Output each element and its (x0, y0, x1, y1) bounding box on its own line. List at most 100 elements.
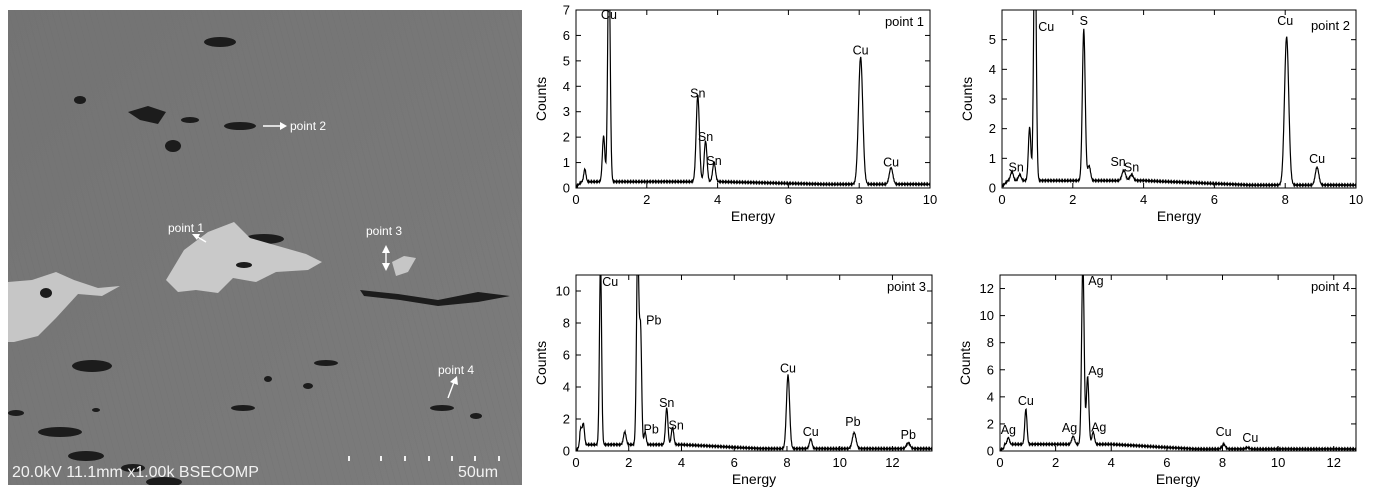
x-tick-label: 10 (1271, 455, 1285, 470)
x-tick-label: 6 (731, 455, 738, 470)
y-tick-label: 2 (563, 130, 570, 145)
y-tick-label: 6 (987, 362, 994, 377)
peak-label: Cu (602, 275, 618, 289)
peak-label: Sn (690, 87, 705, 101)
spectrum-line (576, 10, 930, 188)
y-axis-label: Counts (533, 341, 549, 385)
y-tick-label: 1 (563, 155, 570, 170)
dark-inclusions (8, 37, 510, 485)
y-tick-label: 4 (563, 79, 570, 94)
x-tick-label: 8 (1219, 455, 1226, 470)
y-axis-label: Counts (533, 77, 549, 121)
y-tick-label: 12 (980, 281, 994, 296)
x-tick-label: 4 (678, 455, 685, 470)
peak-label: Cu (1038, 20, 1054, 34)
x-tick-label: 2 (643, 192, 650, 207)
y-tick-label: 4 (563, 380, 570, 395)
x-tick-label: 2 (1052, 455, 1059, 470)
sem-info-text: 20.0kV 11.1mm x1.00k BSECOMP (12, 464, 259, 481)
x-axis-label: Energy (1157, 208, 1201, 224)
x-axis-label: Energy (732, 471, 776, 487)
sem-micrograph: point 2 point 1 point 3 point 4 20.0kV 1… (8, 10, 522, 485)
peak-label: Cu (803, 425, 819, 439)
y-axis-label: Counts (957, 341, 973, 385)
spectrum-line (576, 275, 932, 451)
peak-label: Sn (669, 418, 684, 432)
annotation-point-1: point 1 (168, 221, 204, 235)
eds-spectrum-point-1: 0 2 4 6 8 10 0 1 2 3 4 5 6 7 Energy Counts Cu Sn Sn Sn Cu Cu p… (533, 4, 937, 224)
peak-label: Cu (853, 44, 869, 58)
peak-label: Cu (601, 8, 617, 22)
x-tick-label: 12 (1327, 455, 1341, 470)
plot-frame (575, 9, 931, 189)
eds-spectrum-point-4: 0 2 4 6 8 10 12 0 2 4 6 8 10 12 Energy Counts Ag Cu Ag Ag Ag… (957, 274, 1357, 487)
x-tick-label: 2 (625, 455, 632, 470)
sem-annotations: point 2 point 1 point 3 point 4 (168, 119, 474, 399)
x-tick-label: 8 (1282, 192, 1289, 207)
y-axis-label: Counts (959, 77, 975, 121)
peak-label: Cu (780, 362, 796, 376)
x-tick-label: 0 (998, 192, 1005, 207)
plot-frame (1001, 9, 1357, 189)
y-tick-label: 2 (987, 416, 994, 431)
peak-label: S (1080, 14, 1088, 28)
peak-label: Cu (1309, 152, 1325, 166)
peak-label: Cu (1216, 425, 1232, 439)
y-tick-label: 7 (563, 4, 570, 18)
y-tick-label: 3 (563, 104, 570, 119)
annotation-point-4: point 4 (438, 363, 474, 377)
y-tick-label: 2 (989, 121, 996, 136)
peak-label: Cu (1242, 431, 1258, 445)
peak-label: Pb (845, 415, 860, 429)
peak-label: Sn (1110, 155, 1125, 169)
peak-label: Ag (1088, 274, 1103, 288)
peak-label: Ag (1088, 364, 1103, 378)
x-tick-label: 4 (714, 192, 721, 207)
x-tick-label: 4 (1140, 192, 1147, 207)
chart-title: point 4 (1311, 279, 1350, 294)
annotation-point-2: point 2 (290, 119, 326, 133)
y-tick-label: 3 (989, 92, 996, 107)
y-tick-label: 0 (563, 444, 570, 459)
y-tick-label: 5 (563, 53, 570, 68)
annotation-point-3: point 3 (366, 224, 402, 238)
peak-label: Sn (1124, 161, 1139, 175)
y-tick-label: 0 (987, 444, 994, 459)
peak-label: Pb (644, 422, 659, 436)
y-tick-label: 4 (989, 62, 996, 77)
y-tick-label: 5 (989, 32, 996, 47)
y-tick-label: 8 (987, 335, 994, 350)
x-tick-label: 2 (1069, 192, 1076, 207)
peak-label: Pb (646, 314, 661, 328)
y-tick-label: 2 (563, 412, 570, 427)
y-tick-label: 8 (563, 316, 570, 331)
x-tick-label: 8 (856, 192, 863, 207)
scale-bar (348, 456, 500, 461)
x-tick-label: 4 (1108, 455, 1115, 470)
y-tick-label: 10 (980, 308, 994, 323)
peak-label: Ag (1001, 423, 1016, 437)
x-tick-label: 12 (885, 455, 899, 470)
chart-title: point 2 (1311, 18, 1350, 33)
peak-label: Ag (1091, 420, 1106, 434)
peak-label: Sn (1009, 161, 1024, 175)
x-axis-label: Energy (731, 208, 775, 224)
eds-spectrum-point-3: 0 2 4 6 8 10 120246810EnergyCountsCuPbPbSnSnCu… (533, 274, 933, 487)
bright-phases (8, 222, 416, 342)
peak-label: Sn (698, 130, 713, 144)
y-tick-label: 6 (563, 28, 570, 43)
plot-frame (999, 274, 1357, 452)
plot-frame (575, 274, 933, 452)
x-tick-label: 10 (923, 192, 937, 207)
x-tick-label: 0 (572, 455, 579, 470)
x-tick-label: 6 (785, 192, 792, 207)
y-tick-label: 4 (987, 389, 994, 404)
peak-label: Sn (706, 154, 721, 168)
x-tick-label: 0 (572, 192, 579, 207)
x-tick-label: 10 (832, 455, 846, 470)
peak-label: Pb (901, 428, 916, 442)
x-axis-label: Energy (1156, 471, 1200, 487)
peak-label: Cu (883, 155, 899, 169)
chart-title: point 1 (885, 14, 924, 29)
